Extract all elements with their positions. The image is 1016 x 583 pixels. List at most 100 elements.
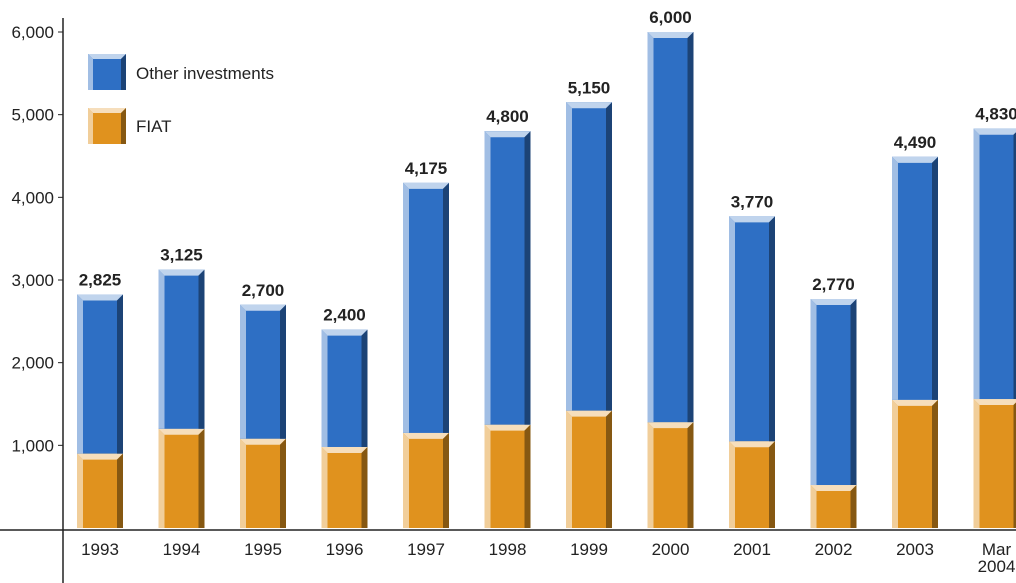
bar-bevel-left: [240, 438, 246, 528]
bar-bevel-left: [321, 329, 328, 447]
bar-face: [321, 446, 368, 528]
x-tick-label: 1993: [81, 540, 119, 559]
bar-bevel-left: [566, 410, 572, 528]
bar-bevel-top: [77, 453, 123, 460]
bar-bevel-left: [810, 299, 817, 486]
bar-total-label: 4,175: [405, 159, 448, 178]
labels: 2,825 1993 3,125 1994 2,700 1995 2,400 1996 4,17…: [79, 8, 1016, 576]
bar-bevel-left: [810, 485, 817, 528]
bar-bevel-top: [810, 299, 857, 306]
bar-bevel-top: [77, 294, 123, 301]
bar-fiat: [403, 432, 449, 528]
bar-bevel-right: [606, 102, 612, 411]
bar-face: [892, 399, 938, 528]
bar-other-investments: [403, 182, 449, 433]
bar-bevel-left: [729, 441, 735, 528]
bar-total-label: 2,825: [79, 270, 122, 289]
x-tick-label: 2003: [896, 540, 934, 559]
bar-bevel-right: [850, 485, 857, 528]
bar-face: [729, 441, 775, 528]
y-tick-label: 6,000: [11, 23, 54, 42]
x-tick-label: 1995: [244, 540, 282, 559]
bar-bevel-left: [484, 131, 491, 425]
bar-bevel-top: [158, 428, 205, 435]
bar-bevel-left: [566, 102, 572, 411]
x-tick-label: 1998: [489, 540, 527, 559]
x-tick-label: 1994: [163, 540, 201, 559]
bar-bevel-left: [403, 182, 409, 433]
bar-bevel-left: [973, 399, 980, 528]
bar-fiat: [973, 399, 1016, 528]
bar-bevel-right: [361, 329, 368, 447]
bar-fiat: [240, 438, 286, 528]
bar-bevel-top: [566, 410, 612, 417]
bar-bevel-right: [769, 216, 775, 442]
bar-face: [647, 422, 694, 528]
bar-bevel-top: [566, 102, 612, 109]
bar-face: [810, 299, 857, 486]
bar-face: [484, 131, 531, 425]
bar-fiat: [566, 410, 612, 528]
bar-total-label: 4,490: [894, 133, 937, 152]
bar-bevel-right: [280, 438, 286, 528]
legend-swatch-face: [88, 54, 126, 90]
bar-total-label: 2,400: [323, 306, 366, 325]
bar-total-label: 5,150: [568, 78, 611, 97]
bar-fiat: [647, 422, 694, 528]
bar-fiat: [810, 485, 857, 528]
x-tick-label-line: Mar: [982, 540, 1012, 559]
x-tick-label: 2002: [815, 540, 853, 559]
bar-total-label: 6,000: [649, 8, 692, 27]
bar-face: [973, 399, 1016, 528]
bar-other-investments: [77, 294, 123, 454]
bar-face: [403, 432, 449, 528]
bar-fiat: [77, 453, 123, 528]
bar-fiat: [484, 424, 531, 528]
bar-bevel-left: [729, 216, 735, 442]
bar-total-label: 2,770: [812, 275, 855, 294]
bar-bevel-top: [158, 269, 205, 276]
bar-face: [403, 182, 449, 433]
bar-bevel-right: [280, 304, 286, 439]
bar-bevel-top: [729, 441, 775, 448]
bar-total-label: 4,830: [975, 105, 1016, 124]
bar-bevel-left: [973, 128, 980, 400]
legend-swatch-other-investments: [88, 54, 126, 90]
x-tick-label: Mar 2004: [978, 540, 1016, 576]
bar-total-label: 2,700: [242, 281, 285, 300]
bar-face: [321, 329, 368, 447]
bar-face: [240, 304, 286, 439]
bar-bevel-left: [240, 304, 246, 439]
bar-bevel-right: [850, 299, 857, 486]
bar-bevel-right: [687, 422, 694, 528]
bar-bevel-left: [647, 422, 654, 528]
bar-bevel-right: [932, 399, 938, 528]
bar-other-investments: [729, 216, 775, 442]
bar-bevel-top: [647, 422, 694, 429]
bar-bevel-left: [77, 453, 83, 528]
bar-total-label: 3,770: [731, 192, 774, 211]
x-tick-label: 2001: [733, 540, 771, 559]
bar-face: [158, 428, 205, 528]
bar-bevel-top: [647, 32, 694, 38]
legend-label-other-investments: Other investments: [136, 64, 274, 83]
bar-other-investments: [158, 269, 205, 429]
bar-bevel-left: [158, 428, 165, 528]
legend-swatch-bevel-top: [88, 54, 126, 59]
bar-bevel-top: [729, 216, 775, 223]
x-tick-label: 2000: [652, 540, 690, 559]
bar-bevel-right: [524, 131, 531, 425]
bar-bevel-top: [973, 128, 1016, 135]
bar-bevel-top: [240, 438, 286, 445]
axes: 1,000 2,000 3,000 4,000 5,000 6,000: [0, 18, 1016, 583]
bar-bevel-right: [524, 424, 531, 528]
bar-bevel-top: [240, 304, 286, 311]
bar-face: [729, 216, 775, 442]
bar-bevel-left: [892, 399, 898, 528]
bar-bevel-top: [321, 329, 368, 336]
legend-swatch-bevel-right: [121, 108, 126, 144]
bar-other-investments: [810, 299, 857, 486]
bar-face: [566, 410, 612, 528]
legend-swatch-bevel-left: [88, 54, 93, 90]
bar-bevel-left: [892, 156, 898, 400]
